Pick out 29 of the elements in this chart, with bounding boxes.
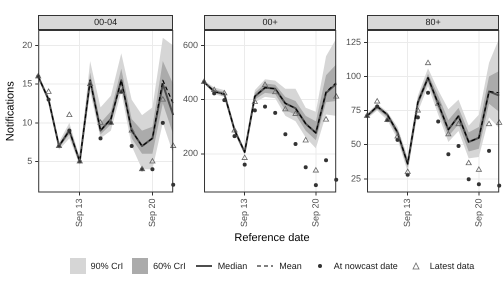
legend-label: Median (218, 261, 248, 271)
y-tick-label: 15 (22, 78, 32, 89)
legend-label: 60% CrI (153, 261, 186, 271)
y-tick-label: 600 (182, 40, 198, 50)
x-tick-label: Sep 13 (74, 198, 84, 228)
y-tick-label: 400 (182, 94, 198, 104)
y-tick-label: 10 (22, 117, 32, 128)
legend-label: 90% CrI (90, 261, 124, 271)
chart-title: 00-04 (38, 15, 174, 30)
y-tick-label: 5 (27, 156, 32, 166)
x-tick-label: Sep 13 (239, 198, 250, 228)
y-tick-label: 100 (346, 70, 362, 81)
y-tick-label: 20 (22, 40, 32, 50)
y-axis-title: Notifications (4, 80, 17, 142)
chart-title: 00+ (204, 15, 336, 30)
x-axis-title: Reference date (233, 231, 311, 246)
legend-label: Latest data (430, 261, 474, 271)
chart-title: 80+ (367, 15, 500, 30)
x-tick-label: Sep 13 (402, 198, 412, 228)
x-tick-label: Sep 20 (473, 198, 484, 228)
y-tick-label: 25 (351, 173, 362, 184)
y-tick-label: 125 (346, 36, 362, 47)
y-tick-label: 75 (351, 105, 362, 116)
legend-label: At nowcast date (334, 261, 398, 271)
legend-label: Mean (279, 261, 302, 271)
y-tick-label: 200 (182, 148, 198, 158)
x-tick-label: Sep 20 (310, 198, 320, 228)
x-tick-label: Sep 20 (146, 198, 157, 228)
y-tick-label: 50 (351, 139, 362, 150)
